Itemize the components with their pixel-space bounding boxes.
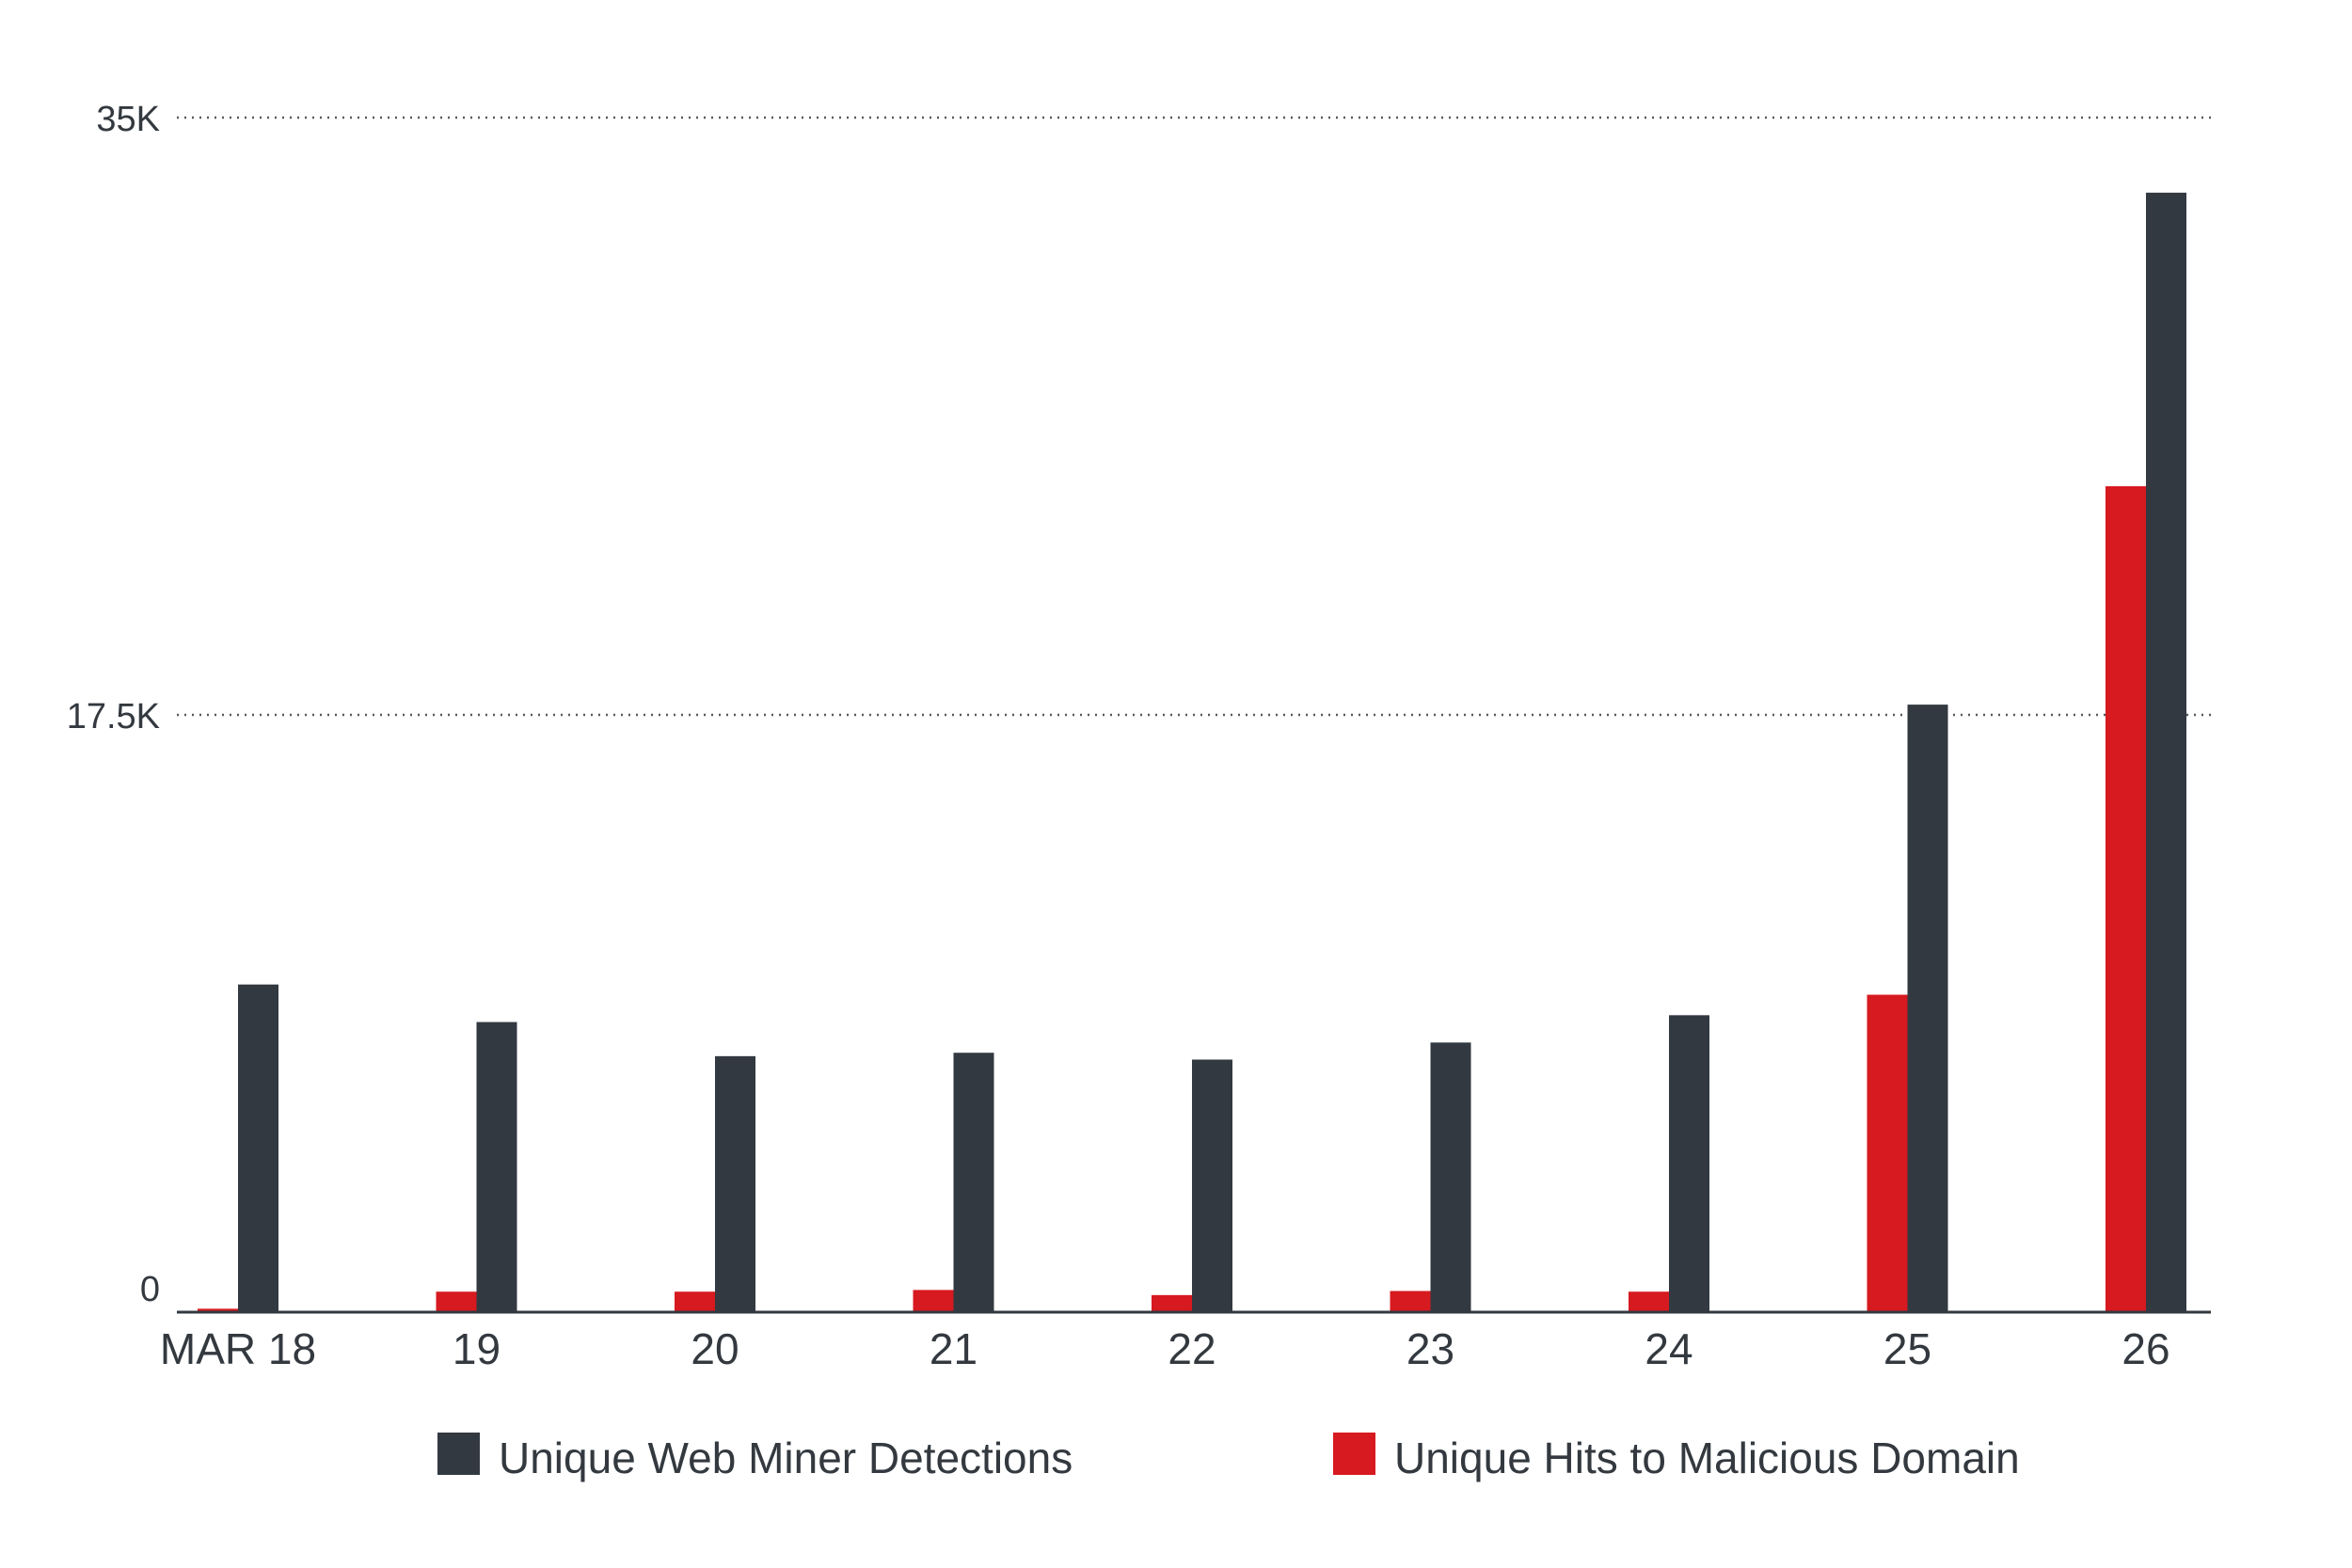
gridlines — [177, 116, 2211, 717]
bar-unique-hits-to-malicious-domain-25 — [1867, 994, 1908, 1312]
bar-unique-hits-to-malicious-domain-19 — [436, 1291, 477, 1312]
bar-unique-web-miner-detections-mar-18 — [238, 984, 278, 1312]
x-tick-label: 24 — [1645, 1324, 1692, 1373]
bar-unique-web-miner-detections-21 — [953, 1053, 994, 1312]
bar-unique-hits-to-malicious-domain-24 — [1629, 1291, 1669, 1312]
bar-unique-hits-to-malicious-domain-22 — [1152, 1294, 1192, 1312]
y-tick-label: 17.5K — [67, 697, 160, 736]
bar-unique-hits-to-malicious-domain-26 — [2106, 485, 2146, 1312]
x-tick-label: 19 — [453, 1324, 501, 1373]
x-tick-label: 23 — [1406, 1324, 1454, 1373]
bar-unique-web-miner-detections-23 — [1430, 1042, 1471, 1312]
bar-unique-hits-to-malicious-domain-mar-18 — [198, 1308, 238, 1312]
y-tick-label: 35K — [96, 100, 160, 139]
x-tick-label: 26 — [2122, 1324, 2169, 1373]
legend: Unique Web Miner Detections Unique Hits t… — [437, 1433, 2020, 1482]
bar-unique-web-miner-detections-20 — [715, 1055, 755, 1312]
x-tick-label: 20 — [691, 1324, 739, 1373]
bars — [198, 192, 2186, 1312]
bar-unique-web-miner-detections-24 — [1669, 1015, 1709, 1312]
y-tick-labels: 0 17.5K 35K — [67, 100, 160, 1309]
bar-unique-web-miner-detections-26 — [2146, 192, 2186, 1312]
legend-label-unique-web-miner-detections: Unique Web Miner Detections — [499, 1433, 1073, 1482]
x-tick-label: 21 — [930, 1324, 977, 1373]
bar-unique-hits-to-malicious-domain-23 — [1390, 1291, 1431, 1312]
x-tick-labels: MAR 18 19 20 21 22 23 24 25 26 — [160, 1324, 2170, 1373]
legend-swatch-unique-web-miner-detections — [437, 1433, 480, 1475]
y-tick-label: 0 — [140, 1270, 160, 1309]
bar-unique-hits-to-malicious-domain-21 — [913, 1290, 954, 1312]
bar-unique-web-miner-detections-25 — [1907, 705, 1948, 1312]
bar-unique-web-miner-detections-19 — [476, 1022, 517, 1312]
legend-label-unique-hits-to-malicious-domain: Unique Hits to Malicious Domain — [1394, 1433, 2020, 1482]
legend-swatch-unique-hits-to-malicious-domain — [1333, 1433, 1375, 1475]
bar-unique-web-miner-detections-22 — [1192, 1059, 1232, 1312]
bar-unique-hits-to-malicious-domain-20 — [675, 1291, 715, 1312]
x-tick-label: 25 — [1883, 1324, 1931, 1373]
x-tick-label: MAR 18 — [160, 1324, 316, 1373]
x-tick-label: 22 — [1168, 1324, 1216, 1373]
